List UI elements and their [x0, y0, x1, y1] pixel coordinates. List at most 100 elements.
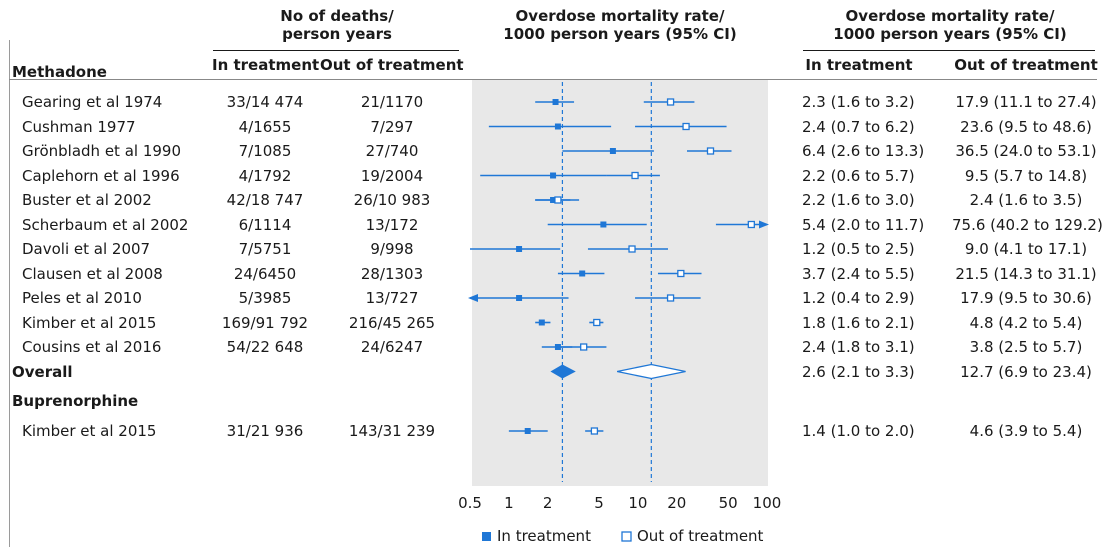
study-name: Buster et al 2002	[22, 191, 152, 209]
x-tick-label: 0.5	[458, 494, 482, 512]
deaths-in-cell: 24/6450	[233, 264, 297, 283]
deaths-in-cell: 5/3985	[238, 289, 292, 307]
x-tick-label: 10	[628, 494, 647, 512]
ci-in-cell: 2.4 (0.7 to 6.2)	[802, 117, 915, 136]
study-out-point	[631, 171, 639, 180]
ci-in-cell: 1.8 (1.6 to 2.1)	[802, 313, 915, 332]
ci-in-cell: 1.2 (0.4 to 2.9)	[802, 289, 915, 307]
x-tick-label: 100	[753, 494, 782, 512]
left-border	[9, 40, 10, 547]
x-tick-label: 20	[667, 494, 686, 512]
ci-in-cell: 2.2 (0.6 to 5.7)	[802, 166, 915, 185]
overall-out-diamond	[616, 363, 686, 380]
study-out-point	[666, 294, 675, 302]
section-label: Buprenorphine	[12, 392, 139, 410]
legend-out-swatch	[621, 531, 632, 542]
ci-out-cell: 36.5 (24.0 to 53.1)	[955, 142, 1097, 160]
ci-in-cell: 2.3 (1.6 to 3.2)	[802, 93, 915, 111]
study-in-point	[554, 123, 561, 130]
header-bottom-rule	[9, 79, 1097, 80]
ci-out-cell: 9.0 (4.1 to 17.1)	[964, 240, 1088, 258]
deaths-out-cell: 21/1170	[360, 93, 424, 111]
deaths-in-cell: 54/22 648	[226, 338, 304, 356]
ci-out-cell: 9.5 (5.7 to 14.8)	[964, 166, 1088, 185]
overall-ci-in-cell: 2.6 (2.1 to 3.3)	[802, 362, 915, 381]
study-name: Cousins et al 2016	[22, 338, 162, 356]
legend-in-label: In treatment	[497, 527, 591, 545]
legend-in-swatch	[482, 532, 491, 541]
study-out-point	[747, 220, 755, 229]
ci-out-cell: 3.8 (2.5 to 5.7)	[969, 338, 1083, 356]
overall-label: Overall	[12, 362, 73, 381]
deaths-in-cell: 7/5751	[238, 240, 292, 258]
ci-out-cell: 21.5 (14.3 to 31.1)	[955, 264, 1097, 283]
deaths-in-header: In treatment	[212, 56, 320, 74]
study-name: Peles et al 2010	[22, 289, 142, 307]
study-out-point	[666, 98, 675, 106]
ci-in-cell: 1.2 (0.5 to 2.5)	[802, 240, 915, 258]
ci-group-rule	[803, 50, 1095, 51]
x-tick-label: 1	[504, 494, 514, 512]
study-in-point	[552, 99, 559, 105]
study-out-point	[554, 196, 562, 204]
deaths-out-cell: 216/45 265	[348, 313, 436, 332]
study-out-point	[682, 122, 690, 131]
ci-in-cell: 2.4 (1.8 to 3.1)	[802, 338, 915, 356]
overall-in-diamond	[550, 364, 576, 379]
study-in-point	[524, 428, 531, 434]
study-in-point	[554, 344, 561, 350]
deaths-out-cell: 9/998	[370, 240, 414, 258]
ci-in-cell: 3.7 (2.4 to 5.5)	[802, 264, 915, 283]
plot-title: Overdose mortality rate/ 1000 person yea…	[503, 7, 737, 43]
study-name: Gearing et al 1974	[22, 93, 163, 111]
deaths-out-cell: 27/740	[365, 142, 419, 160]
deaths-out-cell: 13/172	[365, 215, 419, 234]
study-name: Caplehorn et al 1996	[22, 166, 180, 185]
deaths-group-header: No of deaths/ person years	[280, 7, 394, 43]
deaths-in-cell: 169/91 792	[221, 313, 309, 332]
deaths-out-cell: 7/297	[370, 117, 414, 136]
deaths-out-cell: 28/1303	[360, 264, 424, 283]
study-in-point	[550, 172, 557, 179]
deaths-out-cell: 13/727	[365, 289, 419, 307]
study-in-point	[579, 270, 586, 277]
study-name: Kimber et al 2015	[22, 313, 157, 332]
ci-in-cell: 6.4 (2.6 to 13.3)	[802, 142, 925, 160]
study-out-point	[580, 343, 588, 351]
legend-out-label: Out of treatment	[637, 527, 764, 545]
deaths-in-cell: 42/18 747	[226, 191, 304, 209]
ci-out-cell: 17.9 (9.5 to 30.6)	[960, 289, 1092, 307]
ci-in-cell: 5.4 (2.0 to 11.7)	[802, 215, 925, 234]
study-in-point	[538, 319, 545, 326]
study-in-point	[600, 221, 607, 228]
study-name: Clausen et al 2008	[22, 264, 163, 283]
study-in-point	[609, 148, 616, 154]
x-tick-label: 5	[594, 494, 604, 512]
plot-background	[472, 80, 768, 486]
ci-out-header: Out of treatment	[954, 56, 1098, 74]
study-in-point	[516, 295, 523, 301]
study-name: Cushman 1977	[22, 117, 136, 136]
study-name: Scherbaum et al 2002	[22, 215, 189, 234]
overall-ci-out-cell: 12.7 (6.9 to 23.4)	[960, 362, 1092, 381]
x-tick-label: 2	[543, 494, 553, 512]
deaths-in-cell: 4/1792	[238, 166, 292, 185]
study-out-point	[593, 318, 601, 327]
study-out-arrow-right	[759, 220, 769, 229]
study-in-point	[550, 197, 557, 203]
deaths-in-cell: 7/1085	[238, 142, 292, 160]
deaths-in-cell: 33/14 474	[226, 93, 304, 111]
deaths-in-cell: 4/1655	[238, 117, 292, 136]
ci-in-cell: 2.2 (1.6 to 3.0)	[802, 191, 915, 209]
ci-out-cell: 75.6 (40.2 to 129.2)	[952, 215, 1103, 234]
ci-group-header: Overdose mortality rate/ 1000 person yea…	[833, 7, 1067, 43]
ci-out-cell: 4.8 (4.2 to 5.4)	[969, 313, 1083, 332]
deaths-out-cell: 19/2004	[360, 166, 424, 185]
study-name: Kimber et al 2015	[22, 422, 157, 440]
study-in-arrow-left	[468, 294, 478, 302]
deaths-group-rule	[213, 50, 459, 51]
deaths-out-cell: 24/6247	[360, 338, 424, 356]
section-label: Methadone	[12, 63, 107, 81]
